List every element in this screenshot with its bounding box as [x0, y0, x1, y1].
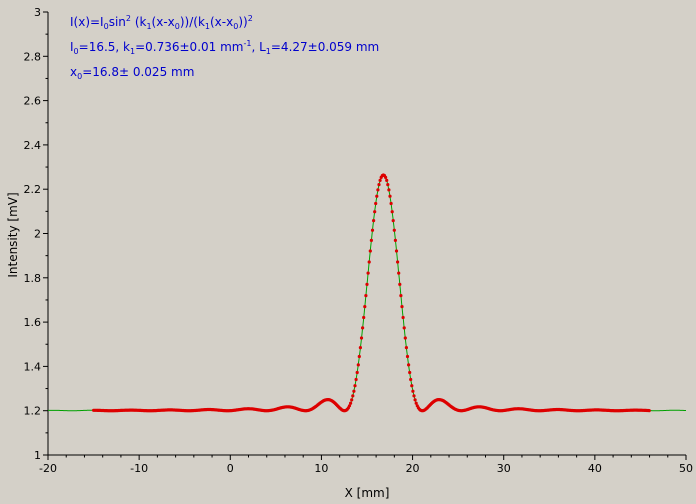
- data-point: [370, 228, 375, 232]
- data-point: [413, 398, 417, 402]
- data-point: [396, 260, 400, 264]
- data-point: [368, 249, 372, 253]
- data-point: [412, 394, 416, 398]
- data-point: [349, 401, 353, 405]
- y-tick-label: 2.4: [24, 139, 42, 152]
- data-point: [391, 219, 395, 223]
- data-point: [357, 354, 361, 359]
- data-point: [374, 201, 378, 206]
- x-tick-label: 30: [497, 462, 511, 475]
- data-point: [373, 210, 377, 214]
- data-point: [405, 354, 410, 359]
- data-point: [390, 210, 394, 214]
- data-point: [356, 363, 360, 367]
- y-tick-label: 3: [34, 6, 41, 19]
- data-point: [353, 384, 357, 388]
- data-marks: [48, 173, 686, 413]
- x-tick-label: 50: [679, 462, 693, 475]
- data-point: [352, 389, 356, 393]
- data-point: [410, 384, 414, 388]
- data-point: [409, 377, 413, 382]
- data-point: [398, 282, 402, 286]
- x-axis-title: X [mm]: [345, 486, 390, 500]
- data-point: [372, 219, 376, 223]
- plot-area: [48, 12, 686, 455]
- data-point: [403, 336, 407, 340]
- plot-background: [48, 12, 686, 455]
- fit-formula-line-2: I0=16.5, k1=0.736±0.01 mm-1, L1=4.27±0.0…: [70, 39, 379, 56]
- y-tick-label: 1: [34, 449, 41, 462]
- y-axis-title: Intensity [mV]: [6, 192, 20, 277]
- data-point: [355, 370, 359, 375]
- data-point: [350, 398, 354, 402]
- data-point: [378, 178, 382, 182]
- x-tick-label: 0: [227, 462, 234, 475]
- fit-formula-line-1: I(x)=I0sin2 (k1(x-x0))/(k1(x-x0))2: [70, 14, 253, 31]
- data-point: [354, 377, 358, 382]
- data-point: [387, 188, 391, 192]
- data-point: [394, 249, 399, 253]
- data-point: [385, 178, 389, 182]
- data-point: [402, 326, 406, 330]
- data-point: [414, 401, 418, 405]
- data-point: [362, 315, 366, 320]
- data-point: [351, 394, 355, 398]
- x-tick-label: 10: [314, 462, 328, 475]
- data-point: [399, 294, 403, 298]
- data-point: [363, 305, 367, 309]
- data-point: [400, 305, 404, 309]
- y-tick-label: 1.2: [24, 405, 42, 418]
- data-point: [408, 370, 412, 375]
- y-tick-label: 2: [34, 228, 41, 241]
- data-point: [376, 188, 380, 192]
- data-point: [389, 201, 393, 206]
- tick-labels: -20 -10 0 10 20 30 40 50 1 1.2 1.4 1.6 1.8 2 2.2 2.4 2.6…: [24, 6, 694, 475]
- data-point: [369, 238, 373, 242]
- y-tick-label: 1.4: [24, 360, 42, 373]
- data-point: [358, 346, 362, 350]
- data-point: [647, 409, 651, 413]
- axes: [43, 11, 687, 460]
- x-tick-label: 20: [406, 462, 420, 475]
- data-point: [407, 363, 411, 367]
- data-point: [397, 271, 401, 275]
- data-point: [364, 294, 368, 298]
- data-point: [367, 260, 371, 264]
- x-tick-label: -10: [130, 462, 148, 475]
- data-point: [365, 282, 369, 286]
- data-point: [361, 326, 365, 330]
- data-point: [392, 228, 396, 232]
- data-point: [359, 336, 364, 340]
- data-point: [347, 404, 352, 408]
- data-point: [388, 194, 392, 198]
- data-point: [401, 315, 405, 320]
- y-tick-label: 2.2: [24, 183, 42, 196]
- data-point: [377, 183, 381, 187]
- data-point: [366, 271, 370, 275]
- x-tick-label: 40: [588, 462, 602, 475]
- data-point: [384, 175, 388, 179]
- fit-formula-line-3: x0=16.8± 0.025 mm: [70, 65, 194, 81]
- data-point: [404, 346, 408, 350]
- y-tick-label: 2.6: [24, 95, 42, 108]
- y-tick-label: 1.8: [24, 272, 42, 285]
- y-tick-label: 1.6: [24, 316, 42, 329]
- data-point: [375, 194, 379, 198]
- data-point: [411, 389, 415, 393]
- x-tick-label: -20: [39, 462, 57, 475]
- y-tick-label: 2.8: [24, 50, 42, 63]
- data-point: [386, 183, 390, 187]
- data-point: [393, 238, 397, 242]
